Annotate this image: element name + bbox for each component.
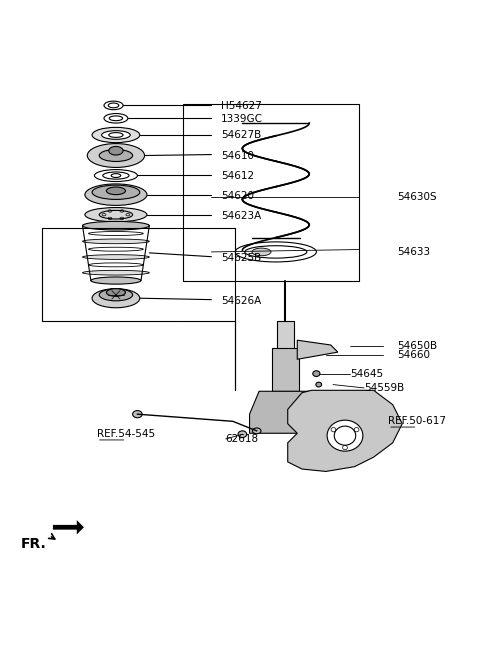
Ellipse shape — [92, 127, 140, 142]
Text: 54660: 54660 — [397, 351, 431, 360]
Ellipse shape — [92, 185, 140, 199]
Ellipse shape — [252, 428, 261, 433]
Text: 54645: 54645 — [350, 369, 383, 379]
Text: 54650B: 54650B — [397, 342, 438, 351]
Text: 62618: 62618 — [226, 434, 259, 444]
Bar — [277, 321, 294, 357]
Ellipse shape — [327, 420, 363, 451]
Ellipse shape — [313, 371, 320, 377]
Text: 54559B: 54559B — [364, 383, 404, 393]
Ellipse shape — [102, 131, 130, 139]
Ellipse shape — [132, 411, 142, 418]
Text: 54610: 54610 — [221, 151, 254, 160]
Ellipse shape — [83, 223, 149, 228]
Text: 54625B: 54625B — [221, 252, 261, 263]
Text: 54630S: 54630S — [397, 192, 437, 202]
Bar — [272, 348, 299, 391]
Text: REF.50-617: REF.50-617 — [388, 416, 446, 426]
Text: 54620: 54620 — [221, 191, 254, 201]
Ellipse shape — [238, 431, 247, 437]
Text: 54633: 54633 — [397, 247, 431, 257]
Polygon shape — [288, 390, 402, 472]
Ellipse shape — [88, 263, 144, 267]
Polygon shape — [250, 391, 321, 433]
Text: 54627B: 54627B — [221, 130, 261, 140]
Text: 1339GC: 1339GC — [221, 115, 263, 124]
Ellipse shape — [88, 247, 144, 251]
Text: 54626A: 54626A — [221, 296, 261, 305]
Ellipse shape — [316, 382, 322, 387]
Text: H54627: H54627 — [221, 102, 262, 111]
Text: 54612: 54612 — [221, 171, 254, 181]
Ellipse shape — [99, 289, 132, 301]
Ellipse shape — [87, 144, 144, 168]
Ellipse shape — [92, 289, 140, 308]
Ellipse shape — [83, 239, 149, 244]
Ellipse shape — [85, 208, 147, 222]
Polygon shape — [297, 340, 338, 359]
Ellipse shape — [83, 270, 149, 275]
Ellipse shape — [107, 187, 125, 195]
Ellipse shape — [109, 146, 123, 155]
Text: 54623A: 54623A — [221, 211, 261, 221]
Ellipse shape — [83, 221, 149, 230]
Ellipse shape — [252, 248, 271, 256]
Ellipse shape — [99, 149, 132, 162]
Ellipse shape — [88, 232, 144, 236]
Ellipse shape — [85, 184, 147, 205]
Polygon shape — [53, 520, 84, 534]
Ellipse shape — [83, 255, 149, 259]
Text: FR.: FR. — [21, 537, 46, 551]
Text: REF.54-545: REF.54-545 — [97, 429, 155, 439]
Ellipse shape — [91, 277, 141, 284]
Ellipse shape — [107, 289, 125, 296]
